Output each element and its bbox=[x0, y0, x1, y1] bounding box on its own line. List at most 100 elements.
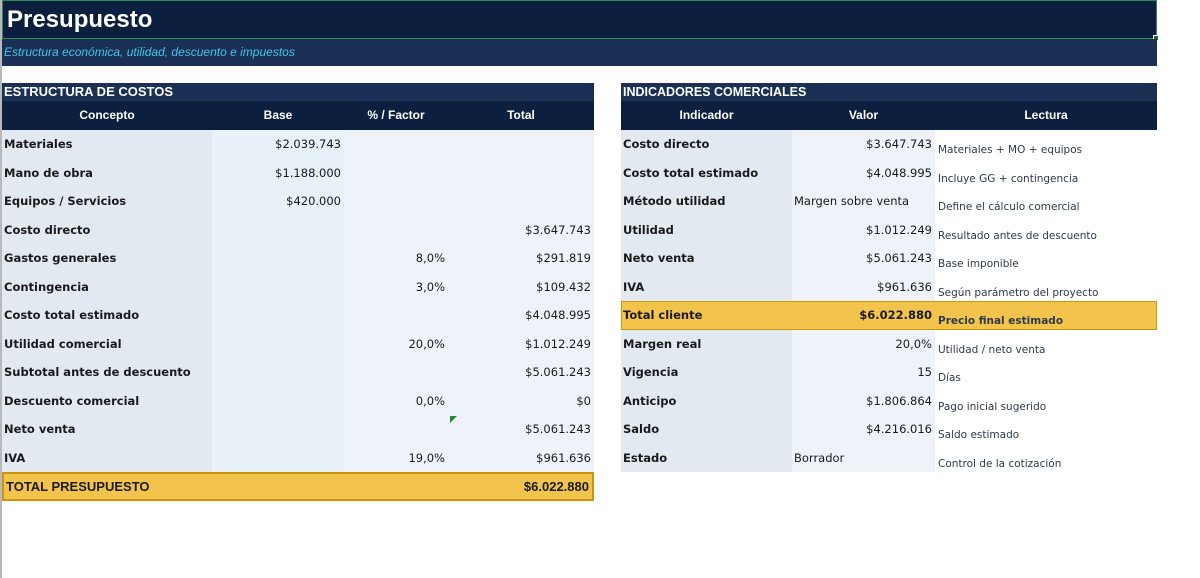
costs-cell-total[interactable]: $3.647.743 bbox=[448, 215, 594, 244]
costs-cell-total[interactable]: $5.061.243 bbox=[448, 358, 594, 387]
costs-cell-concepto[interactable]: Costo directo bbox=[2, 215, 212, 244]
total-presupuesto-label: TOTAL PRESUPUESTO bbox=[6, 479, 150, 494]
costs-cell-factor[interactable]: 8,0% bbox=[344, 244, 448, 273]
indicators-cell-lectura[interactable]: Materiales + MO + equipos bbox=[938, 144, 1083, 156]
costs-cell-concepto[interactable]: Materiales bbox=[2, 130, 212, 159]
costs-cell-total[interactable]: $961.636 bbox=[448, 443, 594, 472]
indicators-cell-lectura[interactable]: Saldo estimado bbox=[938, 429, 1020, 441]
indicators-cell-valor[interactable]: $1.806.864 bbox=[792, 386, 935, 415]
costs-cell-base[interactable] bbox=[212, 386, 344, 415]
indicators-cell-indicador[interactable]: Saldo bbox=[621, 415, 792, 444]
indicators-header-indicador[interactable]: Indicador bbox=[621, 101, 792, 130]
costs-cell-factor[interactable] bbox=[344, 215, 448, 244]
indicators-cell-valor[interactable]: $961.636 bbox=[792, 272, 935, 301]
costs-cell-concepto[interactable]: Gastos generales bbox=[2, 244, 212, 273]
sheet-left-border bbox=[0, 0, 2, 578]
costs-cell-factor[interactable] bbox=[344, 187, 448, 216]
indicators-cell-lectura[interactable]: Incluye GG + contingencia bbox=[938, 172, 1079, 185]
costs-cell-factor[interactable] bbox=[344, 415, 448, 444]
costs-cell-factor[interactable]: 3,0% bbox=[344, 272, 448, 301]
indicators-section-title[interactable]: INDICADORES COMERCIALES bbox=[621, 83, 1157, 101]
indicators-cell-valor[interactable]: $4.048.995 bbox=[792, 158, 935, 187]
costs-header-total[interactable]: Total bbox=[448, 101, 594, 130]
indicators-cell-indicador[interactable]: Estado bbox=[621, 443, 792, 472]
costs-cell-total[interactable]: $4.048.995 bbox=[448, 301, 594, 330]
costs-cell-concepto[interactable]: Equipos / Servicios bbox=[2, 187, 212, 216]
total-presupuesto-row[interactable]: TOTAL PRESUPUESTO $6.022.880 bbox=[2, 472, 594, 501]
indicators-header-lectura[interactable]: Lectura bbox=[935, 101, 1157, 130]
costs-cell-concepto[interactable]: Utilidad comercial bbox=[2, 329, 212, 358]
total-cliente-highlight bbox=[621, 301, 1157, 330]
costs-cell-total[interactable] bbox=[448, 187, 594, 216]
costs-header-concepto[interactable]: Concepto bbox=[2, 101, 212, 130]
costs-cell-base[interactable] bbox=[212, 358, 344, 387]
indicators-cell-indicador[interactable]: Anticipo bbox=[621, 386, 792, 415]
costs-cell-base[interactable] bbox=[212, 443, 344, 472]
costs-cell-base[interactable]: $1.188.000 bbox=[212, 158, 344, 187]
indicators-cell-indicador[interactable]: Costo total estimado bbox=[621, 158, 792, 187]
indicators-cell-indicador[interactable]: Vigencia bbox=[621, 358, 792, 387]
costs-cell-concepto[interactable]: Contingencia bbox=[2, 272, 212, 301]
costs-cell-total[interactable]: $0 bbox=[448, 386, 594, 415]
indicators-cell-lectura[interactable]: Define el cálculo comercial bbox=[938, 201, 1080, 213]
costs-cell-base[interactable]: $2.039.743 bbox=[212, 130, 344, 159]
indicators-cell-indicador[interactable]: Neto venta bbox=[621, 244, 792, 273]
indicators-cell-lectura[interactable]: Días bbox=[938, 372, 961, 384]
costs-cell-total[interactable]: $1.012.249 bbox=[448, 329, 594, 358]
indicators-cell-lectura[interactable]: Base imponible bbox=[938, 258, 1019, 270]
indicators-cell-valor[interactable]: $1.012.249 bbox=[792, 215, 935, 244]
subtitle-cell[interactable]: Estructura económica, utilidad, descuent… bbox=[2, 39, 1157, 66]
indicators-cell-indicador[interactable]: Utilidad bbox=[621, 215, 792, 244]
indicators-cell-lectura[interactable]: Según parámetro del proyecto bbox=[938, 286, 1099, 299]
indicators-cell-valor[interactable]: $5.061.243 bbox=[792, 244, 935, 273]
costs-cell-total[interactable]: $291.819 bbox=[448, 244, 594, 273]
costs-cell-factor[interactable] bbox=[344, 158, 448, 187]
indicators-cell-valor[interactable]: 20,0% bbox=[792, 329, 935, 358]
costs-cell-base[interactable] bbox=[212, 272, 344, 301]
costs-cell-concepto[interactable]: IVA bbox=[2, 443, 212, 472]
indicators-cell-lectura[interactable]: Resultado antes de descuento bbox=[938, 229, 1097, 242]
costs-cell-factor[interactable] bbox=[344, 358, 448, 387]
costs-cell-concepto[interactable]: Costo total estimado bbox=[2, 301, 212, 330]
indicators-cell-indicador[interactable]: Total cliente bbox=[623, 308, 703, 322]
costs-cell-concepto[interactable]: Mano de obra bbox=[2, 158, 212, 187]
costs-cell-concepto[interactable]: Subtotal antes de descuento bbox=[2, 358, 212, 387]
indicators-cell-indicador[interactable]: Margen real bbox=[621, 329, 792, 358]
costs-cell-factor[interactable]: 19,0% bbox=[344, 443, 448, 472]
indicators-cell-lectura[interactable]: Utilidad / neto venta bbox=[938, 343, 1046, 356]
costs-cell-total[interactable]: $109.432 bbox=[448, 272, 594, 301]
costs-cell-factor[interactable]: 20,0% bbox=[344, 329, 448, 358]
indicators-cell-valor[interactable]: $3.647.743 bbox=[792, 130, 935, 159]
costs-cell-concepto[interactable]: Descuento comercial bbox=[2, 386, 212, 415]
indicators-cell-indicador[interactable]: Costo directo bbox=[621, 130, 792, 159]
costs-cell-base[interactable] bbox=[212, 329, 344, 358]
indicators-header-valor[interactable]: Valor bbox=[792, 101, 935, 130]
indicators-cell-lectura[interactable]: Pago inicial sugerido bbox=[938, 400, 1047, 413]
indicators-cell-valor[interactable]: Margen sobre venta bbox=[792, 187, 935, 216]
costs-cell-base[interactable] bbox=[212, 301, 344, 330]
indicators-cell-valor[interactable]: Borrador bbox=[792, 443, 935, 472]
costs-cell-total[interactable] bbox=[448, 130, 594, 159]
sheet-title: Presupuesto bbox=[7, 6, 153, 33]
costs-cell-factor[interactable]: 0,0% bbox=[344, 386, 448, 415]
costs-section-title[interactable]: ESTRUCTURA DE COSTOS bbox=[2, 83, 594, 101]
costs-cell-base[interactable]: $420.000 bbox=[212, 187, 344, 216]
costs-header-factor[interactable]: % / Factor bbox=[344, 101, 448, 130]
indicators-cell-valor[interactable]: $6.022.880 bbox=[859, 308, 932, 322]
title-cell[interactable]: Presupuesto bbox=[2, 0, 1157, 39]
indicators-cell-lectura[interactable]: Precio final estimado bbox=[938, 315, 1064, 327]
indicators-cell-lectura[interactable]: Control de la cotización bbox=[938, 457, 1062, 470]
costs-cell-factor[interactable] bbox=[344, 301, 448, 330]
costs-header-base[interactable]: Base bbox=[212, 101, 344, 130]
costs-cell-base[interactable] bbox=[212, 415, 344, 444]
indicators-cell-indicador[interactable]: IVA bbox=[621, 272, 792, 301]
indicators-cell-valor[interactable]: 15 bbox=[792, 358, 935, 387]
costs-cell-base[interactable] bbox=[212, 215, 344, 244]
costs-cell-total[interactable] bbox=[448, 158, 594, 187]
costs-cell-concepto[interactable]: Neto venta bbox=[2, 415, 212, 444]
indicators-cell-indicador[interactable]: Método utilidad bbox=[621, 187, 792, 216]
costs-cell-factor[interactable] bbox=[344, 130, 448, 159]
costs-cell-total[interactable]: $5.061.243 bbox=[448, 415, 594, 444]
indicators-cell-valor[interactable]: $4.216.016 bbox=[792, 415, 935, 444]
costs-cell-base[interactable] bbox=[212, 244, 344, 273]
